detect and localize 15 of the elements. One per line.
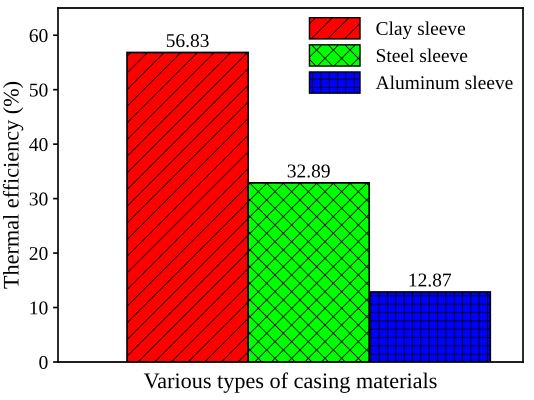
data-label: 12.87	[410, 273, 452, 287]
x-axis-title: Various types of casing materials	[144, 372, 437, 393]
y-tick-label: 0	[39, 356, 48, 369]
y-tick-label: 40	[29, 138, 48, 152]
data-label: 32.89	[288, 164, 330, 178]
y-tick-label: 50	[30, 84, 48, 97]
y-tick-label: 30	[30, 192, 48, 206]
y-axis-title: Thermal efficiency (%)	[2, 82, 24, 289]
y-tick-label: 60	[30, 29, 48, 42]
y-tick-label: 20	[30, 246, 48, 260]
y-tick-label: 10	[30, 301, 48, 314]
legend-label: Clay sleeve	[376, 21, 466, 40]
legend-label: Steel sleeve	[376, 48, 468, 62]
legend-label: Aluminum sleeve	[376, 76, 513, 90]
data-label: 56.83	[166, 34, 209, 48]
